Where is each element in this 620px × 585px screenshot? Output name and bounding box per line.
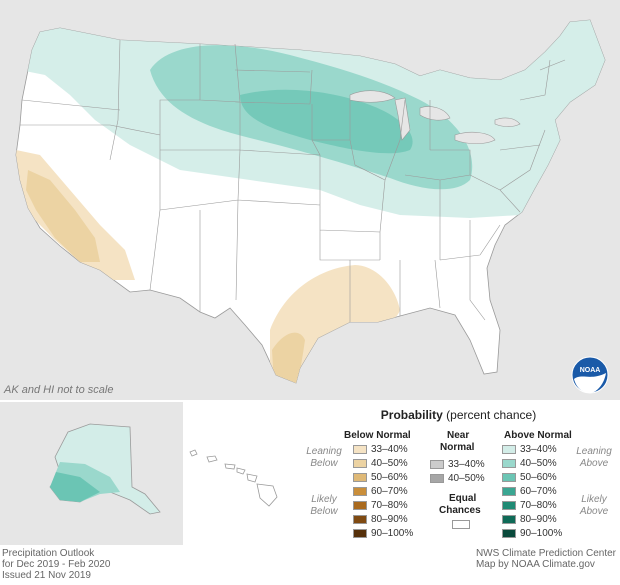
near-normal-swatch xyxy=(430,460,444,469)
above-normal-label: 33–40% xyxy=(520,444,557,455)
below-normal-swatch xyxy=(353,515,367,524)
alaska-inset xyxy=(0,402,183,545)
alaska-above-50-60 xyxy=(50,472,100,502)
near-normal-label: 33–40% xyxy=(448,459,485,470)
below-normal-swatch xyxy=(353,487,367,496)
legend-title-rest: (percent chance) xyxy=(442,408,537,422)
alaska-map-svg xyxy=(49,423,161,515)
below-normal-item: 70–80% xyxy=(353,500,408,511)
credit-climate-gov: Map by NOAA Climate.gov xyxy=(475,559,595,570)
below-normal-label: 33–40% xyxy=(371,444,408,455)
above-normal-header: Above Normal xyxy=(504,430,572,441)
hawaii-islands xyxy=(189,449,278,507)
above-normal-swatch xyxy=(502,473,516,482)
equal-chances-swatch xyxy=(452,520,470,529)
above-normal-item: 70–80% xyxy=(502,500,557,511)
equal-chances-label-2: Chances xyxy=(439,505,481,516)
below-normal-item: 40–50% xyxy=(353,458,408,469)
outlook-period: for Dec 2019 - Feb 2020 xyxy=(2,559,111,570)
below-normal-label: 80–90% xyxy=(371,514,408,525)
credit-cpc: NWS Climate Prediction Center xyxy=(475,548,616,559)
below-normal-40-50-gulf-region xyxy=(272,332,305,383)
leaning-below-label-1: Leaning xyxy=(306,446,342,457)
likely-above-label-1: Likely xyxy=(581,494,607,505)
above-normal-swatch xyxy=(502,529,516,538)
near-normal-header-2: Normal xyxy=(440,442,475,453)
legend-title: Probability (percent chance) xyxy=(297,408,620,422)
above-normal-item: 33–40% xyxy=(502,444,557,455)
below-normal-item: 90–100% xyxy=(353,528,413,539)
above-normal-item: 90–100% xyxy=(502,528,562,539)
above-normal-item: 40–50% xyxy=(502,458,557,469)
below-normal-swatch xyxy=(353,445,367,454)
likely-above-label: Likely Above xyxy=(571,494,617,518)
leaning-below-label-2: Below xyxy=(310,458,338,469)
below-normal-swatch xyxy=(353,473,367,482)
footer-right: NWS Climate Prediction Center Map by NOA… xyxy=(476,548,616,570)
near-normal-label: 40–50% xyxy=(448,473,485,484)
below-normal-swatch xyxy=(353,501,367,510)
hawaii-inset xyxy=(185,402,295,545)
likely-above-label-2: Above xyxy=(579,506,609,517)
above-normal-swatch xyxy=(502,445,516,454)
likely-below-label-2: Below xyxy=(310,506,338,517)
near-normal-header-1: Near xyxy=(447,430,470,441)
below-normal-item: 33–40% xyxy=(353,444,408,455)
hawaii-map-svg xyxy=(189,449,278,507)
great-lakes xyxy=(349,90,521,145)
above-normal-item: 60–70% xyxy=(502,486,557,497)
legend-title-bold: Probability xyxy=(380,408,443,422)
above-normal-item: 50–60% xyxy=(502,472,557,483)
near-normal-swatch xyxy=(430,474,444,483)
leaning-above-label-1: Leaning xyxy=(576,446,612,457)
above-normal-label: 60–70% xyxy=(520,486,557,497)
above-normal-label: 50–60% xyxy=(520,472,557,483)
below-normal-label: 60–70% xyxy=(371,486,408,497)
likely-below-label-1: Likely xyxy=(311,494,337,505)
issued-date: Issued 21 Nov 2019 xyxy=(2,570,91,581)
below-normal-40-50-california-region xyxy=(26,170,100,262)
footer-left: Precipitation Outlook for Dec 2019 - Feb… xyxy=(2,548,110,581)
above-normal-label: 90–100% xyxy=(520,528,563,539)
above-normal-50-60-region xyxy=(240,89,413,154)
below-normal-label: 70–80% xyxy=(371,500,408,511)
above-normal-swatch xyxy=(502,501,516,510)
legend: Probability (percent chance) Below Norma… xyxy=(297,402,620,545)
below-normal-swatch xyxy=(353,459,367,468)
above-normal-label: 40–50% xyxy=(520,458,557,469)
scale-note: AK and HI not to scale xyxy=(4,384,114,396)
below-normal-header: Below Normal xyxy=(344,430,411,441)
below-normal-item: 80–90% xyxy=(353,514,408,525)
likely-below-label: Likely Below xyxy=(303,494,345,518)
above-normal-swatch xyxy=(502,459,516,468)
below-normal-label: 40–50% xyxy=(371,458,408,469)
below-normal-label: 90–100% xyxy=(371,528,414,539)
state-borders xyxy=(20,39,566,322)
above-normal-swatch xyxy=(502,515,516,524)
equal-chances-label-1: Equal xyxy=(449,493,477,504)
outlook-title: Precipitation Outlook xyxy=(2,548,95,559)
above-normal-item: 80–90% xyxy=(502,514,557,525)
noaa-logo: NOAA xyxy=(571,356,609,394)
conus-map-svg xyxy=(15,19,606,384)
above-normal-swatch xyxy=(502,487,516,496)
near-normal-item: 40–50% xyxy=(430,473,485,484)
above-normal-label: 80–90% xyxy=(520,514,557,525)
above-normal-label: 70–80% xyxy=(520,500,557,511)
near-normal-item: 33–40% xyxy=(430,459,485,470)
leaning-above-label: Leaning Above xyxy=(571,446,617,470)
leaning-above-label-2: Above xyxy=(579,458,609,469)
below-normal-item: 60–70% xyxy=(353,486,408,497)
conus-map: AK and HI not to scale NOAA xyxy=(0,0,620,400)
below-normal-item: 50–60% xyxy=(353,472,408,483)
leaning-below-label: Leaning Below xyxy=(303,446,345,470)
noaa-logo-text: NOAA xyxy=(580,367,601,374)
below-normal-label: 50–60% xyxy=(371,472,408,483)
below-normal-swatch xyxy=(353,529,367,538)
